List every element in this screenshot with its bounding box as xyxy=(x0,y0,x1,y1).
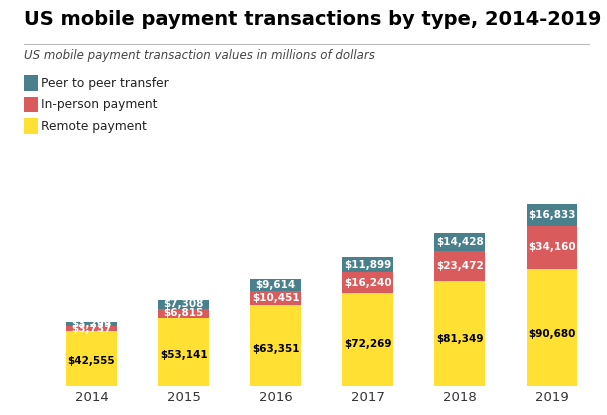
Text: $9,614: $9,614 xyxy=(256,280,296,290)
Text: $63,351: $63,351 xyxy=(252,344,299,354)
Bar xyxy=(250,279,301,291)
Text: $53,141: $53,141 xyxy=(160,350,208,360)
Bar xyxy=(342,272,393,293)
Bar xyxy=(158,300,209,309)
Bar xyxy=(158,309,209,317)
Bar xyxy=(250,291,301,305)
Text: $14,428: $14,428 xyxy=(436,237,484,247)
Bar xyxy=(66,331,117,386)
Text: $23,472: $23,472 xyxy=(436,261,484,271)
Text: $10,451: $10,451 xyxy=(252,293,299,303)
Text: $90,680: $90,680 xyxy=(528,329,575,339)
Bar xyxy=(526,269,577,386)
Text: Remote payment: Remote payment xyxy=(41,120,147,133)
Bar xyxy=(66,327,117,331)
Text: $3,737: $3,737 xyxy=(71,324,112,334)
Bar xyxy=(250,305,301,386)
Text: US mobile payment transaction values in millions of dollars: US mobile payment transaction values in … xyxy=(24,49,375,62)
Text: US mobile payment transactions by type, 2014-2019: US mobile payment transactions by type, … xyxy=(24,10,602,29)
Text: $34,160: $34,160 xyxy=(528,242,575,252)
Bar xyxy=(435,251,485,281)
Text: $3,299: $3,299 xyxy=(72,319,112,330)
Text: $42,555: $42,555 xyxy=(68,356,115,366)
Text: $72,269: $72,269 xyxy=(344,339,392,349)
Bar xyxy=(342,293,393,386)
Bar xyxy=(435,233,485,251)
Text: Peer to peer transfer: Peer to peer transfer xyxy=(41,76,169,90)
Bar xyxy=(435,281,485,386)
Text: $7,308: $7,308 xyxy=(163,299,204,309)
Text: $81,349: $81,349 xyxy=(436,334,484,344)
Bar xyxy=(342,257,393,272)
Bar xyxy=(526,225,577,269)
Bar xyxy=(158,317,209,386)
Bar xyxy=(66,322,117,327)
Text: $16,833: $16,833 xyxy=(528,210,575,220)
Bar xyxy=(526,204,577,225)
Text: In-person payment: In-person payment xyxy=(41,98,158,111)
Text: $11,899: $11,899 xyxy=(344,259,392,270)
Text: $16,240: $16,240 xyxy=(344,278,392,288)
Text: $6,815: $6,815 xyxy=(163,308,204,318)
